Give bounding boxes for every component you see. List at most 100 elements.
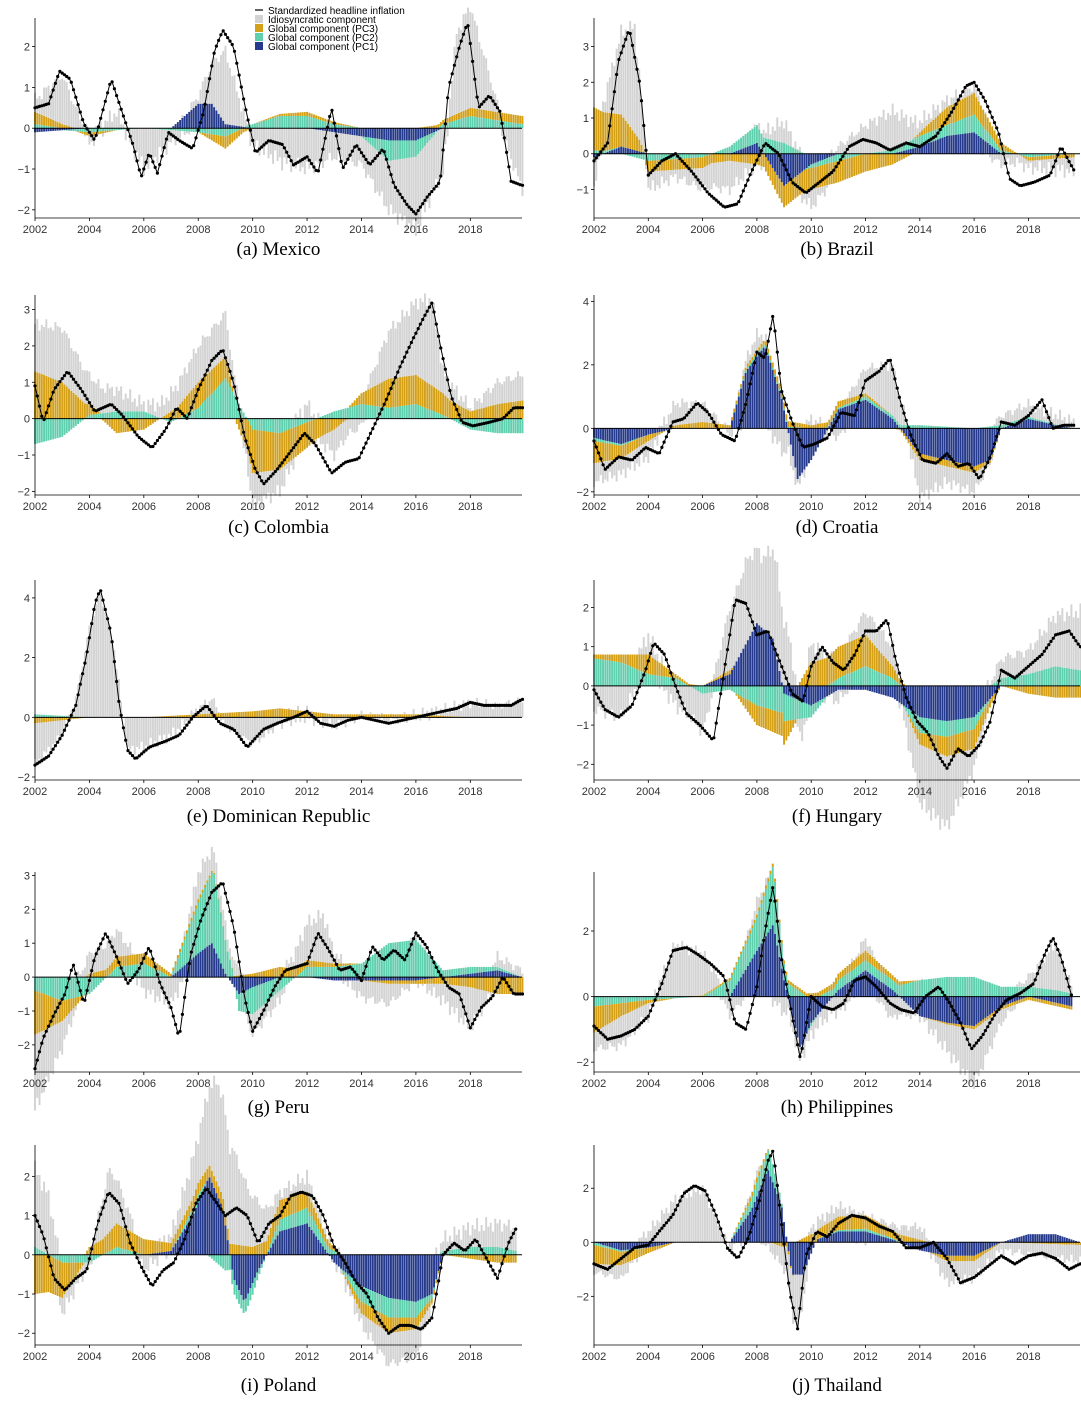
idiosyncratic-bar — [620, 685, 623, 710]
pc2-bar — [365, 137, 367, 141]
headline-point — [692, 405, 696, 409]
pc3-bar — [222, 136, 225, 148]
pc2-bar — [349, 126, 352, 129]
pc3-bar — [896, 674, 899, 682]
pc3-bar — [905, 436, 908, 440]
idiosyncratic-bar — [179, 130, 182, 139]
pc1-bar — [966, 428, 969, 465]
idiosyncratic-bar — [699, 404, 702, 423]
headline-point — [477, 105, 481, 109]
idiosyncratic-bar — [654, 171, 657, 191]
idiosyncratic-bar — [417, 713, 420, 715]
pc2-bar — [615, 661, 618, 686]
idiosyncratic-bar — [111, 640, 114, 718]
pc3-bar — [83, 403, 86, 419]
headline-point — [516, 406, 520, 410]
idiosyncratic-bar — [789, 444, 792, 466]
headline-point — [239, 85, 243, 89]
headline-point — [1029, 411, 1033, 415]
pc3-bar — [444, 715, 447, 718]
idiosyncratic-bar — [229, 349, 231, 377]
headline-point — [171, 134, 175, 138]
idiosyncratic-bar — [83, 134, 86, 137]
idiosyncratic-bar — [244, 717, 247, 738]
pc3-bar — [878, 650, 881, 673]
idiosyncratic-bar — [247, 717, 250, 740]
pc3-bar — [984, 113, 987, 130]
headline-point — [223, 32, 227, 36]
pc2-bar — [45, 125, 48, 129]
pc3-bar — [846, 158, 849, 179]
idiosyncratic-bar — [383, 717, 386, 721]
pc1-bar — [873, 406, 876, 429]
pc1-bar — [893, 421, 896, 429]
pc3-bar — [77, 717, 80, 719]
idiosyncratic-bar — [521, 376, 524, 401]
pc3-bar — [807, 168, 810, 191]
pc2-bar — [115, 411, 118, 419]
headline-point — [945, 452, 949, 456]
pc1-bar — [1050, 424, 1052, 429]
pc2-bar — [265, 120, 268, 129]
pc2-bar — [473, 116, 476, 129]
pc2-bar — [749, 363, 752, 366]
pc1-bar — [746, 640, 749, 686]
pc1-bar — [907, 685, 910, 710]
idiosyncratic-bar — [204, 337, 207, 376]
idiosyncratic-bar — [355, 135, 358, 167]
idiosyncratic-bar — [197, 347, 200, 383]
idiosyncratic-bar — [455, 707, 458, 717]
pc1-bar — [948, 428, 951, 461]
idiosyncratic-bar — [287, 128, 290, 157]
headline-point — [362, 446, 366, 450]
pc3-bar — [645, 435, 647, 443]
idiosyncratic-bar — [124, 393, 127, 412]
headline-point — [153, 165, 157, 169]
idiosyncratic-bar — [106, 121, 109, 129]
idiosyncratic-bar — [507, 128, 510, 152]
headline-point — [87, 636, 91, 640]
idiosyncratic-bar — [83, 652, 86, 718]
pc3-bar — [238, 712, 241, 718]
pc3-bar — [106, 418, 109, 425]
headline-point — [251, 138, 255, 142]
pc1-bar — [1022, 420, 1025, 429]
pc1-bar — [735, 661, 738, 686]
idiosyncratic-bar — [866, 617, 869, 638]
idiosyncratic-bar — [719, 650, 722, 676]
pc2-bar — [346, 126, 349, 129]
idiosyncratic-bar — [154, 717, 157, 741]
headline-point — [382, 150, 386, 154]
pc3-bar — [923, 128, 926, 135]
pc3-bar — [602, 654, 605, 660]
pc2-bar — [383, 139, 386, 157]
idiosyncratic-bar — [133, 398, 136, 412]
pc2-bar — [439, 125, 442, 129]
idiosyncratic-bar — [658, 685, 661, 689]
idiosyncratic-bar — [792, 670, 795, 686]
idiosyncratic-bar — [387, 160, 390, 216]
headline-point — [1026, 414, 1030, 418]
headline-point — [983, 99, 988, 103]
pc1-bar — [439, 128, 442, 130]
headline-point — [87, 130, 91, 134]
headline-point — [888, 358, 893, 362]
idiosyncratic-bar — [131, 129, 134, 142]
pc2-bar — [206, 128, 209, 134]
idiosyncratic-bar — [503, 703, 506, 718]
pc3-bar — [751, 356, 754, 361]
headline-point — [952, 460, 956, 464]
x-tick-label: 2008 — [186, 786, 210, 798]
pc3-bar — [476, 108, 479, 118]
pc3-bar — [1068, 154, 1071, 158]
pc3-bar — [315, 115, 318, 119]
idiosyncratic-bar — [99, 388, 102, 414]
pc3-bar — [70, 126, 73, 129]
pc1-bar — [751, 144, 754, 154]
idiosyncratic-bar — [880, 117, 883, 152]
pc1-bar — [864, 399, 867, 429]
headline-point — [246, 446, 250, 450]
pc3-bar — [222, 712, 225, 718]
pc1-bar — [403, 128, 406, 141]
